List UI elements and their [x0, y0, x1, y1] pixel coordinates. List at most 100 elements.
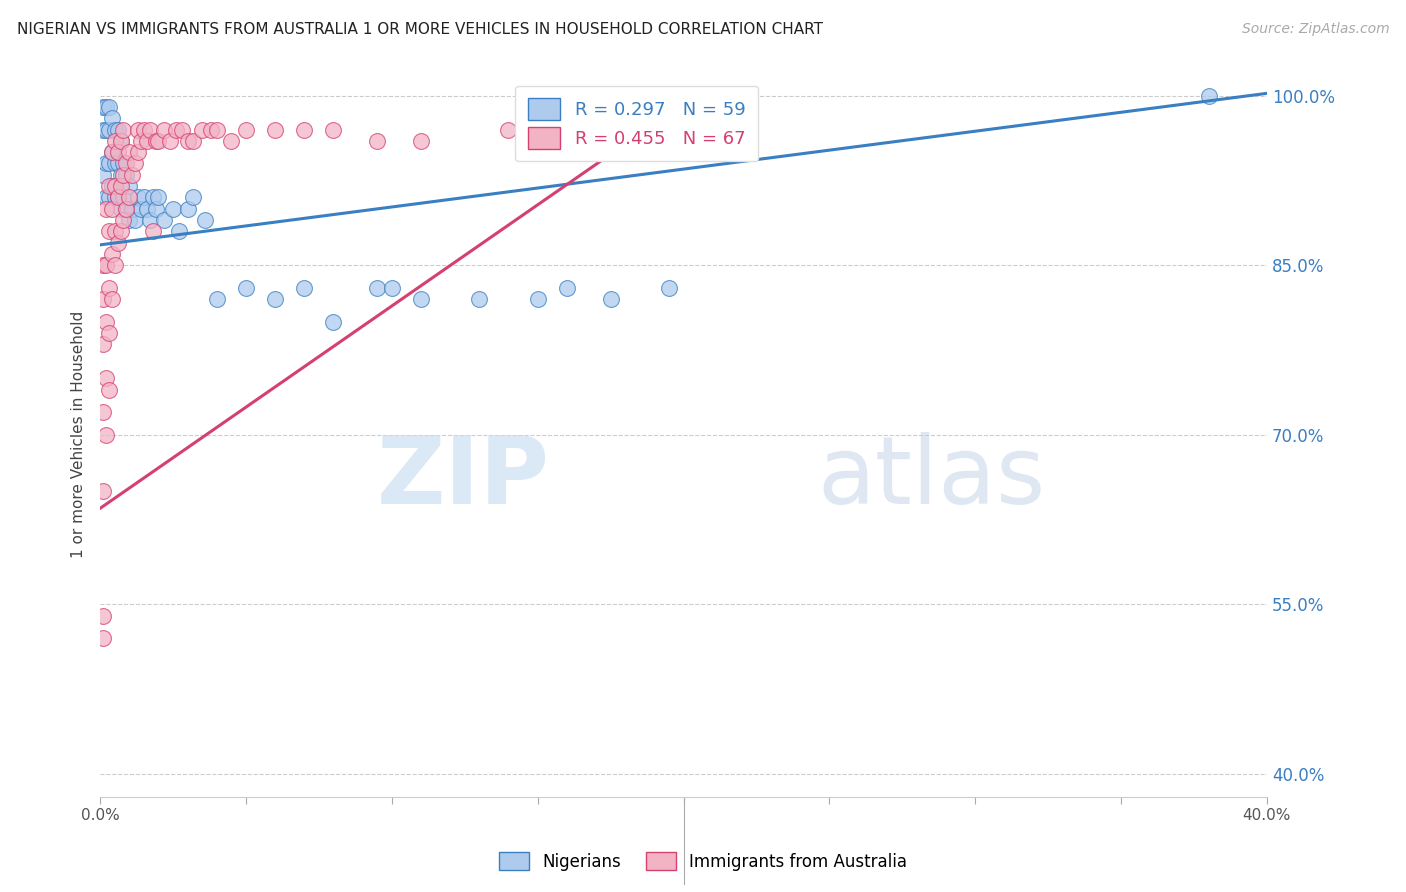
Point — [176, 134, 198, 148]
Point — [292, 281, 315, 295]
Point — [159, 134, 181, 148]
Point — [104, 190, 127, 204]
Point — [129, 134, 152, 148]
Text: atlas: atlas — [818, 433, 1046, 524]
Point — [165, 122, 187, 136]
Point — [104, 156, 127, 170]
Point — [191, 122, 214, 136]
Point — [94, 190, 117, 204]
Point — [205, 122, 228, 136]
Point — [135, 134, 157, 148]
Point — [107, 190, 129, 204]
Point — [91, 405, 114, 419]
Point — [409, 292, 432, 306]
Point — [235, 281, 257, 295]
Point — [94, 371, 117, 385]
Point — [132, 190, 155, 204]
Point — [104, 134, 127, 148]
Point — [94, 122, 117, 136]
Point — [107, 190, 129, 204]
Point — [94, 315, 117, 329]
Point — [110, 168, 132, 182]
Point — [101, 247, 124, 261]
Point — [599, 134, 621, 148]
Point — [183, 134, 205, 148]
Point — [153, 213, 176, 227]
Point — [135, 202, 157, 216]
Point — [91, 122, 114, 136]
Point — [170, 122, 193, 136]
Point — [138, 122, 160, 136]
Point — [112, 122, 135, 136]
Point — [107, 122, 129, 136]
Point — [118, 213, 141, 227]
Point — [97, 224, 120, 238]
Point — [101, 202, 124, 216]
Point — [129, 202, 152, 216]
Point — [110, 134, 132, 148]
Point — [599, 292, 621, 306]
Point — [148, 190, 170, 204]
Point — [115, 202, 138, 216]
Point — [121, 202, 143, 216]
Point — [104, 224, 127, 238]
Point — [127, 190, 149, 204]
Point — [112, 168, 135, 182]
Point — [97, 326, 120, 340]
Point — [194, 213, 217, 227]
Point — [200, 122, 222, 136]
Point — [97, 122, 120, 136]
Point — [468, 292, 491, 306]
Point — [148, 134, 170, 148]
Point — [205, 292, 228, 306]
Point — [322, 315, 344, 329]
Point — [91, 258, 114, 272]
Point — [110, 134, 132, 148]
Point — [101, 179, 124, 194]
Point — [110, 202, 132, 216]
Point — [221, 134, 243, 148]
Point — [94, 427, 117, 442]
Point — [145, 134, 167, 148]
Point — [97, 156, 120, 170]
Point — [366, 281, 388, 295]
Point — [91, 484, 114, 499]
Legend: R = 0.297   N = 59, R = 0.455   N = 67: R = 0.297 N = 59, R = 0.455 N = 67 — [516, 86, 758, 161]
Point — [526, 292, 548, 306]
Point — [91, 292, 114, 306]
Point — [381, 281, 404, 295]
Point — [162, 202, 184, 216]
Point — [97, 190, 120, 204]
Point — [94, 258, 117, 272]
Point — [124, 156, 146, 170]
Point — [142, 190, 165, 204]
Point — [176, 202, 198, 216]
Point — [138, 213, 160, 227]
Point — [91, 168, 114, 182]
Point — [97, 281, 120, 295]
Point — [91, 337, 114, 351]
Point — [118, 190, 141, 204]
Point — [107, 235, 129, 250]
Point — [97, 179, 120, 194]
Point — [145, 202, 167, 216]
Point — [132, 122, 155, 136]
Point — [124, 213, 146, 227]
Point — [101, 292, 124, 306]
Point — [264, 292, 287, 306]
Point — [112, 190, 135, 204]
Point — [104, 179, 127, 194]
Text: ZIP: ZIP — [377, 433, 550, 524]
Point — [101, 145, 124, 160]
Y-axis label: 1 or more Vehicles in Household: 1 or more Vehicles in Household — [72, 311, 86, 558]
Point — [112, 156, 135, 170]
Point — [235, 122, 257, 136]
Point — [118, 179, 141, 194]
Point — [94, 100, 117, 114]
Point — [110, 179, 132, 194]
Point — [118, 145, 141, 160]
Text: NIGERIAN VS IMMIGRANTS FROM AUSTRALIA 1 OR MORE VEHICLES IN HOUSEHOLD CORRELATIO: NIGERIAN VS IMMIGRANTS FROM AUSTRALIA 1 … — [17, 22, 823, 37]
Point — [97, 383, 120, 397]
Point — [115, 202, 138, 216]
Point — [142, 224, 165, 238]
